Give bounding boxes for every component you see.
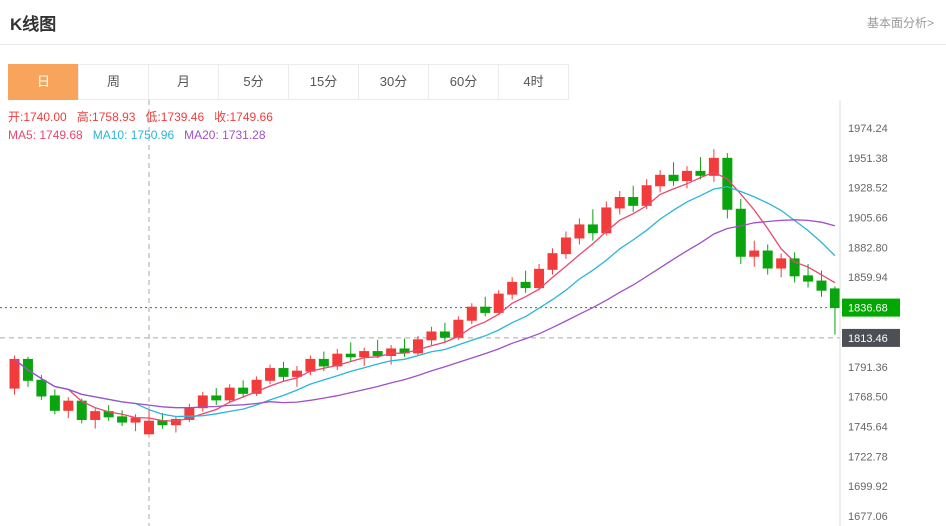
candle-body bbox=[587, 224, 598, 234]
kline-chart-area[interactable]: 开:1740.00 高:1758.93 低:1739.46 收:1749.66 MA5… bbox=[0, 100, 946, 526]
candle-body bbox=[628, 197, 639, 206]
crosshair-price-label: 1813.46 bbox=[848, 333, 888, 345]
y-axis-tick-label: 1928.52 bbox=[848, 183, 888, 195]
candle-body bbox=[614, 197, 625, 209]
candle-body bbox=[170, 418, 181, 426]
candle-body bbox=[682, 170, 692, 182]
timeframe-tab-0[interactable]: 日 bbox=[8, 64, 79, 100]
y-axis-tick-label: 1745.64 bbox=[848, 421, 888, 433]
candle-body bbox=[36, 379, 47, 397]
candle-body bbox=[90, 411, 101, 420]
candle-body bbox=[803, 275, 814, 282]
y-axis-tick-label: 1974.24 bbox=[848, 123, 888, 135]
y-axis-tick-label: 1859.94 bbox=[848, 272, 888, 284]
y-axis-tick-label: 1791.36 bbox=[848, 362, 888, 374]
candle-body bbox=[130, 417, 141, 423]
timeframe-tabs: 日周月 5分 15分 30分 60分 4时 bbox=[0, 64, 946, 100]
candle-body bbox=[197, 395, 208, 409]
ma5-line bbox=[14, 171, 836, 422]
candle-body bbox=[278, 368, 289, 377]
y-axis-tick-label: 1699.92 bbox=[848, 481, 888, 493]
fundamental-analysis-link[interactable]: 基本面分析> bbox=[866, 16, 934, 30]
candle-body bbox=[76, 400, 87, 420]
ma10-line bbox=[14, 186, 836, 418]
timeframe-tab-1[interactable]: 周 bbox=[78, 64, 149, 100]
candle-body bbox=[668, 174, 679, 182]
candle-body bbox=[601, 207, 612, 234]
candle-body bbox=[816, 280, 827, 291]
candle-body bbox=[251, 379, 262, 394]
candle-body bbox=[534, 268, 545, 289]
candle-body bbox=[560, 237, 571, 255]
candle-body bbox=[386, 348, 397, 356]
y-axis-tick-label: 1677.06 bbox=[848, 511, 888, 523]
candle-body bbox=[426, 331, 437, 341]
candle-body bbox=[144, 420, 154, 435]
candlestick-chart-svg[interactable]: 1974.24 1951.38 1928.52 1905.66 1882.80 1859.… bbox=[0, 100, 946, 526]
header: K线图 基本面分析> bbox=[0, 0, 946, 45]
candle-body bbox=[520, 281, 531, 289]
candle-body bbox=[63, 400, 74, 411]
candle-body bbox=[547, 253, 558, 270]
candle-body bbox=[493, 293, 504, 313]
candle-body bbox=[655, 174, 666, 187]
candle-body bbox=[211, 395, 222, 401]
current-price-label-bg bbox=[842, 298, 900, 317]
current-price-label: 1836.68 bbox=[848, 303, 888, 315]
y-axis-tick-label: 1951.38 bbox=[848, 153, 888, 165]
candle-body bbox=[762, 250, 773, 269]
ma20-line bbox=[14, 219, 836, 409]
candle-body bbox=[238, 387, 249, 394]
candle-body bbox=[453, 319, 464, 338]
candle-body bbox=[305, 358, 316, 372]
candle-body bbox=[708, 157, 719, 176]
candle-body bbox=[224, 387, 235, 401]
candle-body bbox=[359, 351, 370, 358]
candle-body bbox=[345, 353, 356, 358]
candle-body bbox=[117, 416, 128, 423]
candle-body bbox=[413, 339, 423, 354]
candle-body bbox=[829, 288, 840, 309]
candle-body bbox=[49, 395, 60, 411]
candle-body bbox=[480, 306, 491, 313]
candle-body bbox=[372, 351, 383, 356]
candle-body bbox=[574, 224, 585, 239]
candle-body bbox=[735, 208, 746, 257]
timeframe-tab-3[interactable]: 5分 bbox=[218, 64, 289, 100]
candle-body bbox=[9, 358, 20, 389]
candle-body bbox=[265, 368, 276, 381]
timeframe-tab-2[interactable]: 月 bbox=[148, 64, 219, 100]
candle-body bbox=[776, 258, 787, 269]
timeframe-tab-4[interactable]: 15分 bbox=[288, 64, 359, 100]
y-axis-tick-label: 1905.66 bbox=[848, 213, 888, 225]
y-axis-tick-label: 1882.80 bbox=[848, 242, 888, 254]
y-axis-tick-label: 1768.50 bbox=[848, 392, 888, 404]
page-title: K线图 bbox=[10, 15, 57, 34]
candle-body bbox=[749, 250, 760, 257]
timeframe-tab-6[interactable]: 60分 bbox=[428, 64, 499, 100]
candle-body bbox=[439, 331, 450, 338]
candle-body bbox=[789, 258, 800, 277]
timeframe-tab-5[interactable]: 30分 bbox=[358, 64, 429, 100]
timeframe-tab-7[interactable]: 4时 bbox=[498, 64, 569, 100]
candle-body bbox=[695, 170, 706, 176]
candle-body bbox=[722, 157, 733, 210]
candle-body bbox=[466, 306, 477, 321]
y-axis-tick-label: 1722.78 bbox=[848, 451, 888, 463]
crosshair-price-label-bg bbox=[842, 328, 900, 347]
candle-body bbox=[507, 281, 518, 295]
candle-body bbox=[291, 370, 302, 377]
candle-body bbox=[318, 358, 329, 367]
